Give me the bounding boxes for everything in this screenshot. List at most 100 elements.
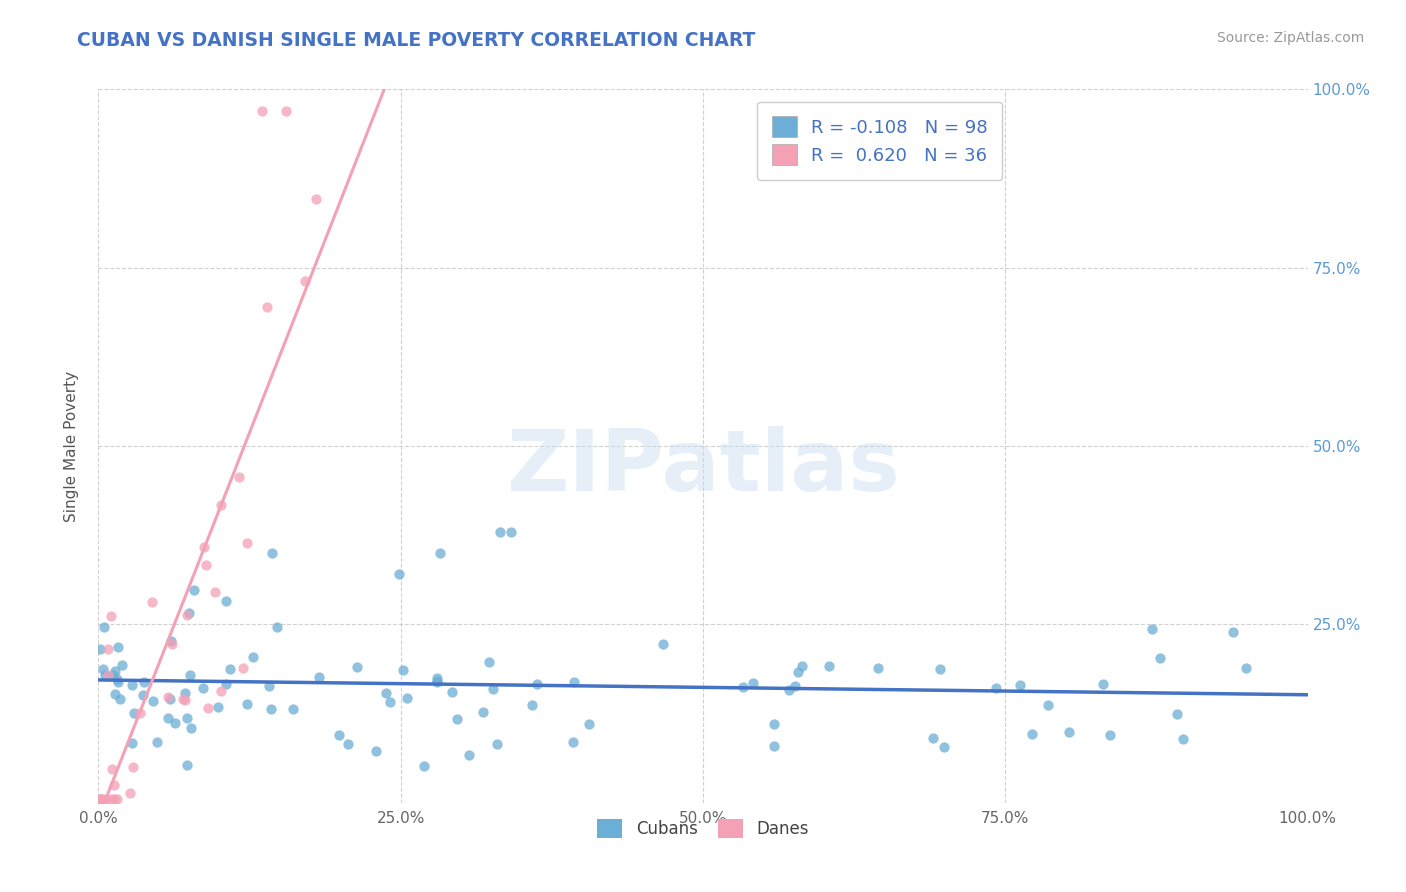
Point (446, 713, 468, 727)
Point (172, 691, 194, 706)
Point (1099, 728, 1122, 742)
Point (128, 706, 150, 720)
Point (242, 649, 264, 664)
Point (1057, 724, 1080, 739)
Point (256, 300, 278, 314)
Point (236, 535, 259, 549)
Point (160, 637, 183, 651)
Point (426, 673, 449, 688)
Point (378, 695, 401, 709)
Point (396, 691, 419, 706)
Point (142, 694, 165, 708)
Point (183, 583, 205, 598)
Point (426, 671, 449, 685)
Point (425, 674, 447, 689)
Point (866, 661, 889, 675)
Point (157, 690, 180, 704)
Point (176, 607, 198, 622)
Point (932, 739, 955, 754)
Point (1234, 660, 1257, 674)
Point (236, 697, 259, 711)
Point (281, 702, 304, 716)
Point (562, 675, 585, 690)
Point (207, 699, 229, 714)
Point (105, 672, 128, 686)
Point (110, 658, 132, 673)
Point (266, 620, 288, 634)
Point (232, 661, 254, 675)
Point (364, 744, 387, 758)
Point (388, 567, 411, 582)
Point (1021, 726, 1043, 740)
Point (778, 683, 800, 698)
Point (787, 665, 810, 679)
Point (131, 688, 153, 702)
Point (785, 679, 807, 693)
Text: CUBAN VS DANISH SINGLE MALE POVERTY CORRELATION CHART: CUBAN VS DANISH SINGLE MALE POVERTY CORR… (77, 31, 755, 50)
Point (103, 792, 125, 806)
Point (121, 736, 143, 750)
Point (1140, 622, 1163, 636)
Point (209, 498, 232, 512)
Point (478, 656, 501, 670)
Point (176, 757, 198, 772)
Y-axis label: Single Male Poverty: Single Male Poverty (65, 370, 79, 522)
Point (762, 716, 785, 731)
Point (215, 594, 238, 608)
Point (429, 546, 451, 560)
Point (488, 524, 510, 539)
Point (141, 595, 163, 609)
Point (472, 705, 495, 719)
Point (790, 658, 813, 673)
Point (100, 792, 122, 806)
Point (375, 686, 398, 700)
Point (984, 681, 1007, 695)
Point (485, 737, 508, 751)
Point (1166, 706, 1188, 721)
Point (260, 546, 283, 560)
Point (104, 687, 127, 701)
Point (652, 637, 675, 651)
Point (146, 734, 169, 748)
Point (157, 711, 180, 725)
Point (499, 524, 522, 539)
Point (101, 668, 124, 682)
Point (93, 792, 115, 806)
Point (195, 558, 218, 573)
Point (562, 735, 585, 749)
Point (179, 668, 201, 682)
Point (731, 680, 754, 694)
Point (215, 676, 238, 690)
Point (482, 682, 505, 697)
Point (89, 792, 111, 806)
Point (921, 731, 943, 745)
Point (89, 792, 111, 806)
Point (96, 792, 118, 806)
Point (174, 686, 197, 700)
Point (90, 792, 112, 806)
Point (107, 640, 129, 655)
Text: ZIPatlas: ZIPatlas (506, 425, 900, 509)
Point (132, 675, 155, 690)
Point (260, 702, 283, 716)
Point (305, 192, 328, 206)
Point (520, 698, 543, 713)
Point (392, 663, 415, 677)
Point (197, 701, 219, 715)
Point (174, 693, 197, 707)
Point (91, 662, 114, 676)
Point (121, 678, 143, 692)
Point (108, 692, 131, 706)
Point (929, 662, 952, 676)
Point (817, 658, 839, 673)
Point (457, 747, 479, 762)
Point (122, 760, 145, 774)
Point (159, 692, 181, 706)
Point (89, 642, 111, 657)
Point (308, 670, 330, 684)
Point (578, 717, 600, 731)
Point (191, 681, 214, 696)
Point (228, 470, 250, 484)
Point (107, 674, 129, 689)
Point (101, 763, 124, 777)
